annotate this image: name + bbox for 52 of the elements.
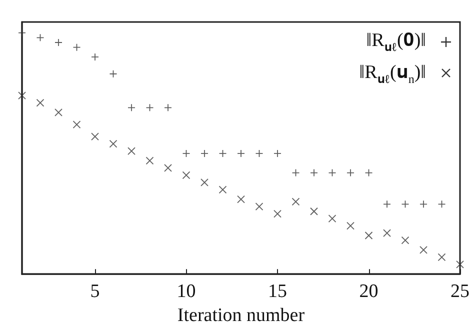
point: [292, 168, 300, 177]
point: [218, 150, 227, 158]
point: [218, 186, 227, 194]
point: [255, 202, 264, 210]
point: [164, 104, 172, 112]
point: [383, 200, 391, 208]
point: [72, 120, 81, 128]
point: [438, 253, 446, 262]
x-tick-label: 5: [90, 281, 100, 302]
point: [310, 168, 318, 177]
point: [346, 222, 354, 230]
point: [36, 98, 44, 107]
legend-label: ‖R$_{𝐮ℓ}$(𝐮$_{n}$)‖: [359, 62, 426, 86]
point: [438, 200, 446, 208]
point: [420, 200, 428, 208]
point: [401, 200, 410, 208]
point: [91, 132, 99, 141]
point: [109, 140, 118, 148]
point: [182, 171, 190, 180]
point: [146, 156, 154, 165]
point: [420, 246, 428, 254]
point: [364, 232, 373, 240]
point: [456, 260, 464, 268]
x-tick-label: 15: [268, 281, 287, 302]
point: [200, 178, 208, 186]
point: [36, 34, 44, 42]
legend-label: ‖R$_{𝐮ℓ}$(𝟎)‖: [366, 30, 426, 54]
point: [18, 28, 26, 37]
point: [255, 150, 264, 158]
point: [18, 92, 26, 100]
point: [109, 70, 118, 78]
point: [328, 168, 336, 177]
point: [328, 214, 336, 223]
point: [146, 104, 154, 112]
point: [401, 236, 410, 244]
x-tick-label: 10: [176, 281, 196, 302]
point: [237, 195, 245, 204]
x-tick-label: 20: [359, 281, 378, 302]
point: [128, 104, 136, 112]
x-tick-label: 25: [450, 281, 470, 302]
point: [164, 164, 172, 172]
point: [383, 229, 391, 238]
point: [346, 168, 354, 177]
point: [310, 207, 318, 216]
point: [292, 198, 300, 206]
x-axis-title: Iteration number: [177, 305, 306, 326]
point: [364, 168, 373, 177]
point: [54, 108, 62, 116]
point: [274, 210, 282, 218]
point: [72, 43, 81, 52]
point: [182, 150, 190, 158]
point: [128, 147, 136, 156]
